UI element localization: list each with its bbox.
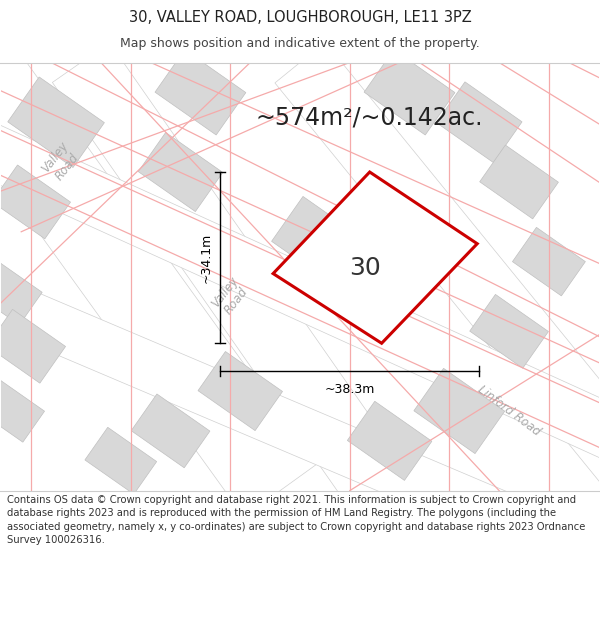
Text: ~574m²/~0.142ac.: ~574m²/~0.142ac. [256,105,484,129]
Bar [479,145,559,219]
Text: Map shows position and indicative extent of the property.: Map shows position and indicative extent… [120,38,480,50]
Polygon shape [273,172,477,343]
Bar [272,196,368,287]
Text: Linford Road: Linford Road [475,383,543,439]
Bar [414,368,505,454]
Polygon shape [52,42,408,511]
Bar [364,50,455,135]
Text: Valley
Road: Valley Road [208,274,252,319]
Text: Contains OS data © Crown copyright and database right 2021. This information is : Contains OS data © Crown copyright and d… [7,495,586,545]
Text: ~38.3m: ~38.3m [325,382,375,396]
Bar [155,50,246,135]
Polygon shape [275,42,600,511]
Bar [131,394,210,468]
Bar [0,380,44,442]
Bar [138,132,223,212]
Polygon shape [0,118,600,466]
Bar [470,294,548,368]
Text: 30: 30 [350,256,382,280]
Bar [512,228,586,296]
Bar [85,428,157,494]
Bar [347,401,432,481]
Polygon shape [0,36,316,517]
Bar [328,262,412,341]
Text: ~34.1m: ~34.1m [199,232,212,282]
Text: Valley
Road: Valley Road [39,139,83,184]
Polygon shape [0,269,600,593]
Bar [8,77,104,168]
Bar [0,309,65,383]
Bar [0,165,71,239]
Text: 30, VALLEY ROAD, LOUGHBOROUGH, LE11 3PZ: 30, VALLEY ROAD, LOUGHBOROUGH, LE11 3PZ [128,10,472,25]
Bar [436,82,522,162]
Bar [0,258,42,325]
Bar [198,351,283,431]
